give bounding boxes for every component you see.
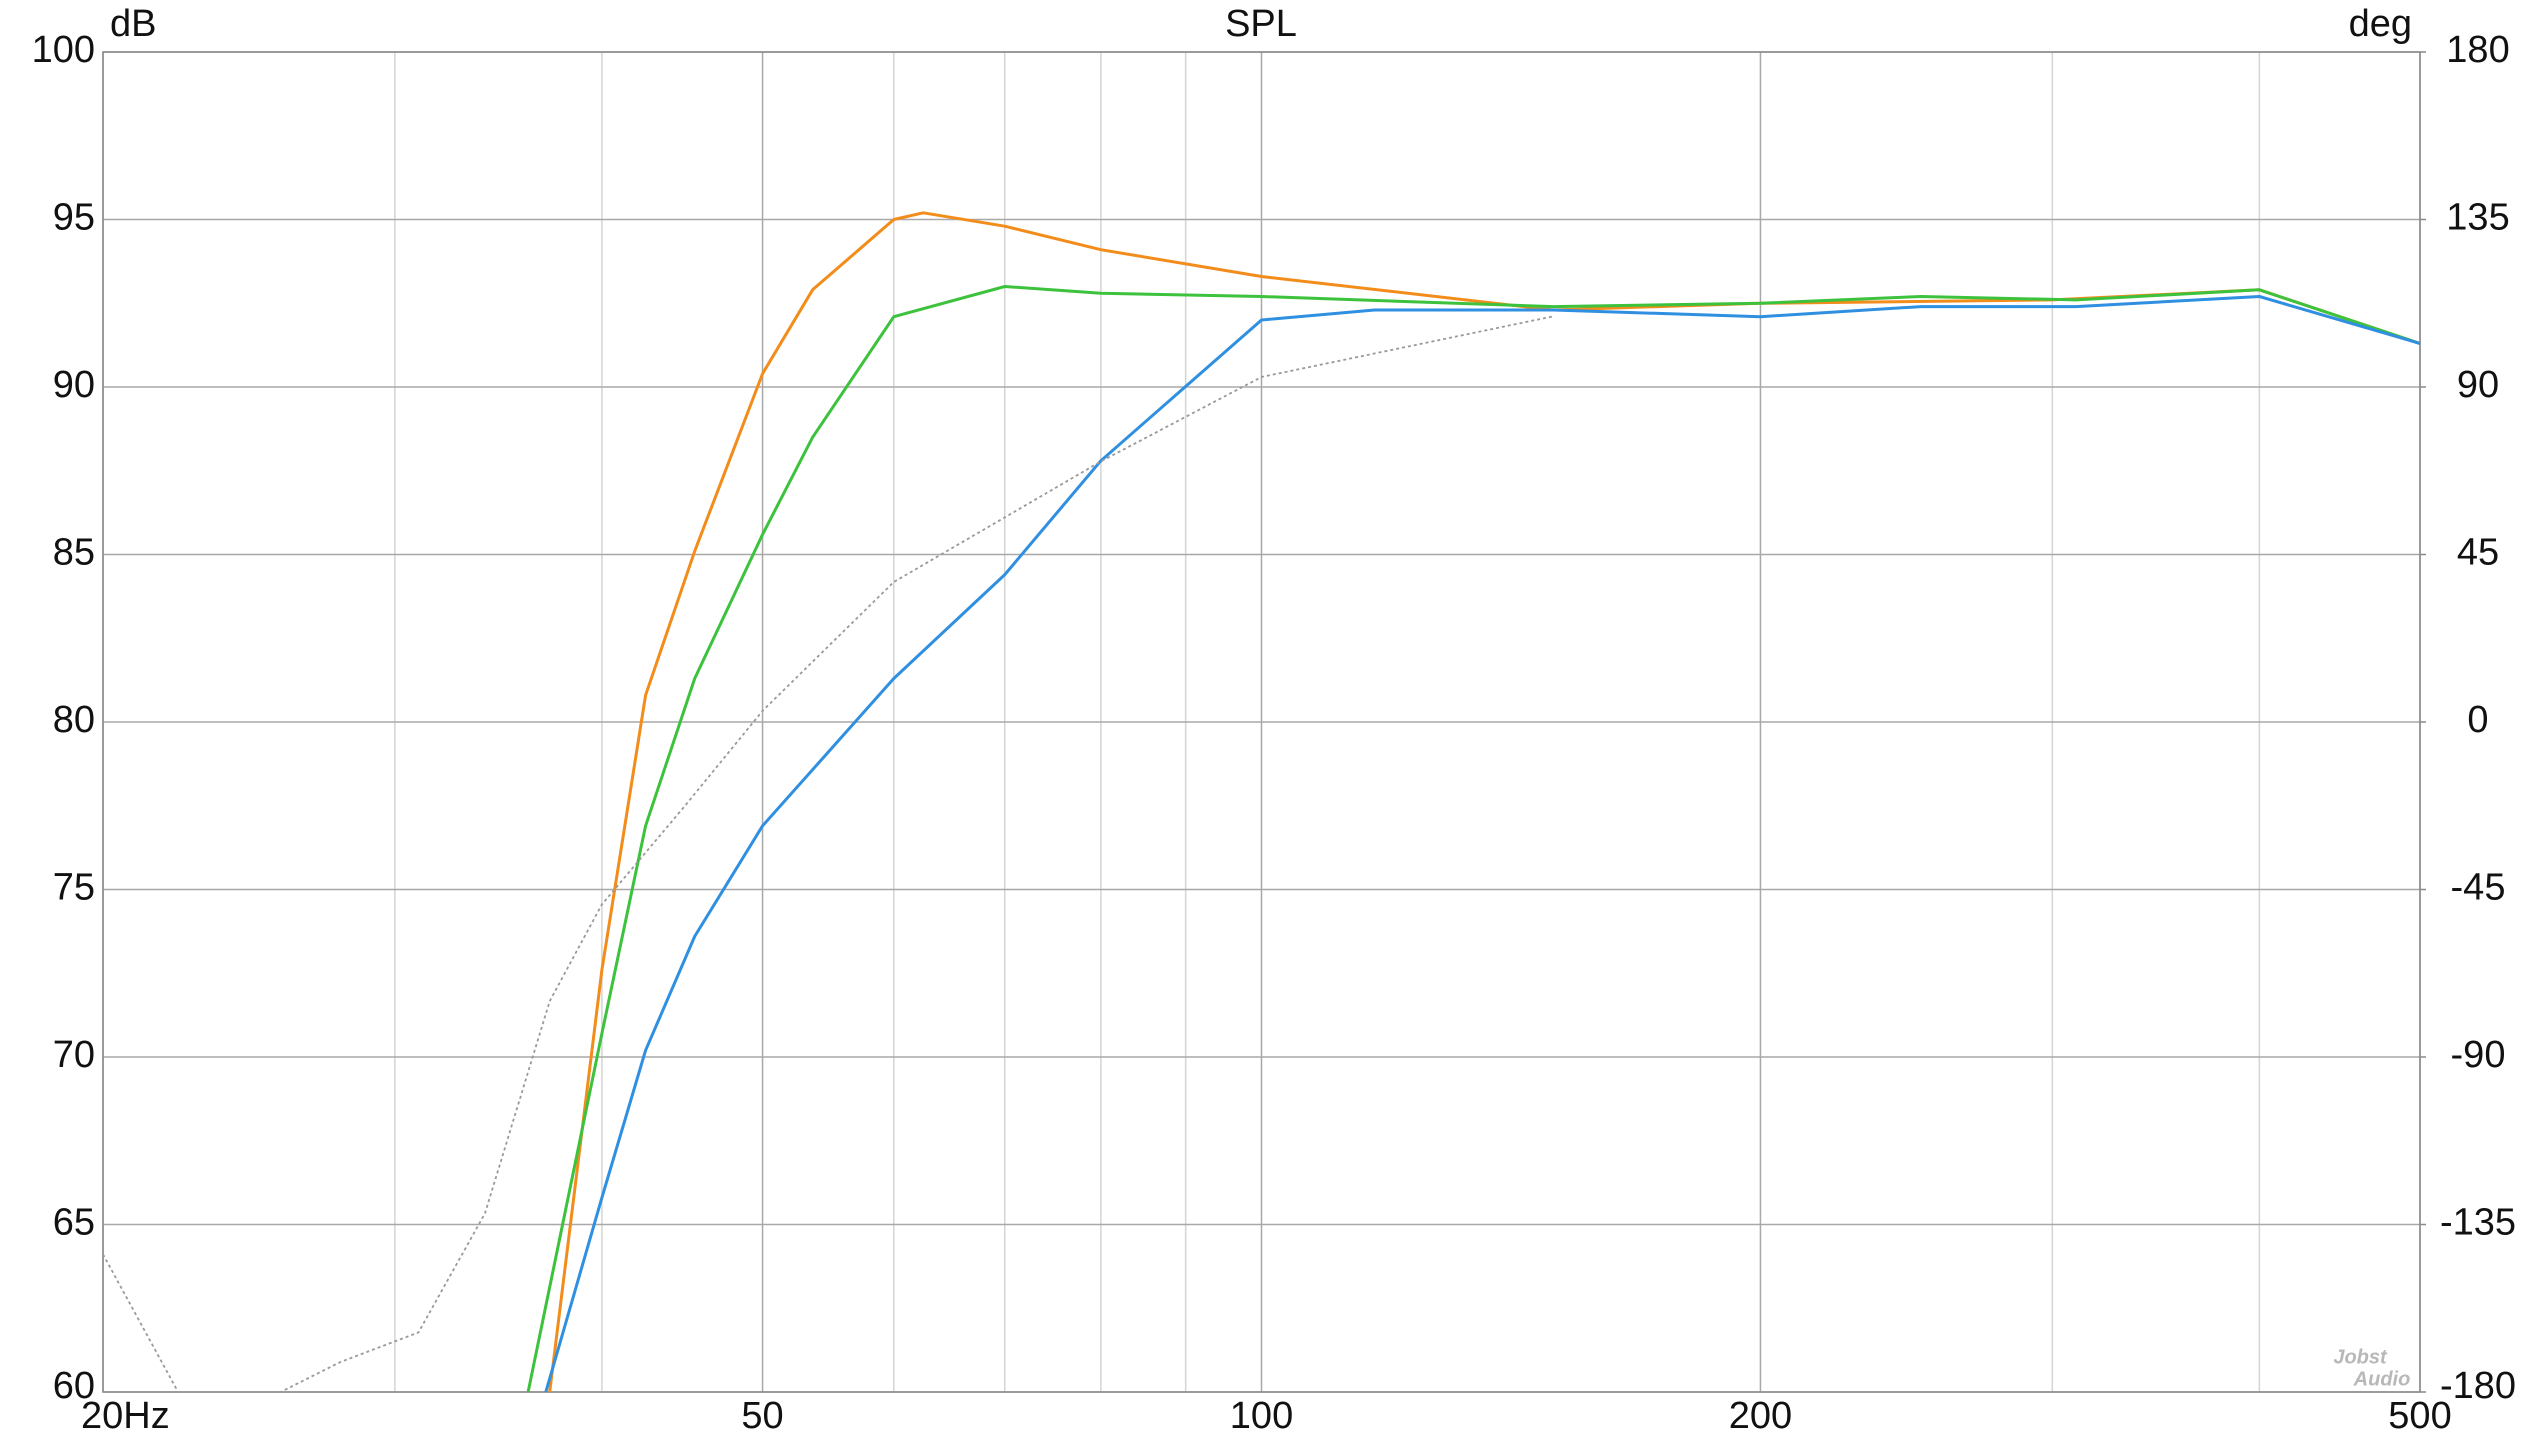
y2-tick-label: 135 [2446, 197, 2509, 239]
y2-tick-label: -45 [2451, 867, 2506, 909]
series-line [526, 285, 2420, 1392]
y-tick-label: 75 [53, 867, 95, 909]
y2-tick-label: 180 [2446, 29, 2509, 71]
y-tick-label: 85 [53, 532, 95, 574]
x-tick-label: 20Hz [81, 1395, 170, 1437]
y2-tick-label: -180 [2440, 1365, 2516, 1407]
plot-frame [102, 51, 2421, 1393]
x-tick-label: 200 [1729, 1395, 1792, 1437]
y-tick-label: 60 [53, 1365, 95, 1407]
y2-tick-label: -90 [2451, 1034, 2506, 1076]
chart-title: SPL [1225, 3, 1297, 45]
series-line [544, 295, 2420, 1392]
series-line [548, 211, 2420, 1392]
y-tick-label: 100 [32, 29, 95, 71]
y-tick-label: 70 [53, 1034, 95, 1076]
y-tick-label: 90 [53, 364, 95, 406]
y-tick-label: 65 [53, 1202, 95, 1244]
y-tick-label: 95 [53, 197, 95, 239]
series-line [103, 315, 1554, 1392]
series-group [103, 211, 2420, 1392]
y-axis-label: dB [110, 3, 156, 45]
watermark: Audio [2353, 1368, 2411, 1390]
y2-tick-label: 45 [2457, 532, 2499, 574]
watermark: Jobst [2333, 1346, 2388, 1368]
y2-tick-label: 0 [2467, 699, 2488, 741]
x-tick-label: 100 [1230, 1395, 1293, 1437]
y2-tick-label: 90 [2457, 364, 2499, 406]
y2-axis-label: deg [2349, 3, 2412, 45]
y2-tick-label: -135 [2440, 1202, 2516, 1244]
x-tick-label: 50 [741, 1395, 783, 1437]
y-tick-label: 80 [53, 699, 95, 741]
x-tick-label: 500 [2388, 1395, 2451, 1437]
